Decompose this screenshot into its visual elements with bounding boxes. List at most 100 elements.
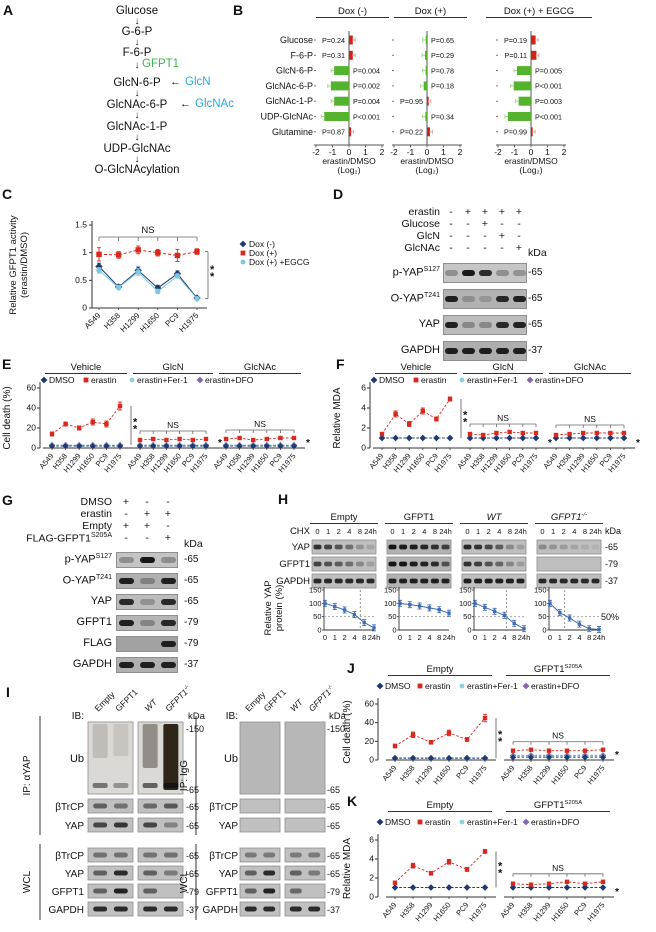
- text-shape: 50: [463, 612, 471, 621]
- condition-symbol: +: [481, 218, 489, 230]
- condition-symbol: -: [449, 206, 453, 218]
- text-shape: -150: [186, 724, 204, 734]
- text-shape: *: [210, 264, 215, 276]
- pathway-node: Glucose: [115, 5, 159, 17]
- condition-symbol: -: [145, 496, 149, 508]
- text-shape: *: [498, 729, 503, 741]
- text-shape: kDa: [329, 711, 347, 722]
- rect-shape: [587, 626, 591, 631]
- rect-shape: [93, 870, 108, 876]
- rect-shape: [564, 748, 570, 753]
- condition-label: DMSO: [80, 496, 113, 508]
- path-shape: [620, 434, 628, 442]
- condition-symbol: -: [517, 218, 521, 230]
- path-shape: [196, 376, 204, 384]
- tspan-shape: -/-: [183, 684, 191, 692]
- text-shape: -65: [605, 542, 618, 552]
- path-shape: [176, 442, 183, 450]
- text-shape: *: [498, 867, 503, 879]
- rect-shape: [163, 822, 178, 828]
- text-shape: P=0.78: [431, 66, 454, 75]
- text-shape: 4: [352, 633, 356, 642]
- text-shape: P=0.95: [400, 97, 423, 106]
- rect-shape: [143, 888, 158, 894]
- rect-shape: [417, 819, 423, 825]
- text-shape: Ub: [70, 753, 84, 765]
- text-shape: erastin: [91, 375, 117, 385]
- sup-shape: T241: [96, 574, 112, 581]
- text-shape: YAP: [292, 542, 310, 553]
- rect-shape: [163, 803, 178, 809]
- text-shape: 2: [369, 873, 374, 883]
- text-shape: GFPT1: [279, 559, 310, 570]
- rect-shape: [93, 852, 108, 858]
- text-shape: DMSO: [385, 681, 411, 691]
- rect-shape: [474, 544, 483, 550]
- tspan-shape: GFPT1: [113, 687, 140, 714]
- condition-symbol: +: [481, 206, 489, 218]
- text-shape: 50%: [601, 612, 619, 622]
- polyline-shape: [98, 266, 198, 299]
- condition-symbol: +: [122, 520, 130, 532]
- blot-strip: [116, 573, 178, 589]
- text-shape: 24h: [589, 527, 602, 536]
- rect-shape: [549, 578, 558, 584]
- circle-shape: [459, 377, 465, 383]
- rect-shape: [49, 431, 55, 437]
- rect-shape: [263, 852, 276, 858]
- rect-shape: [203, 436, 209, 442]
- rect-shape: [372, 626, 376, 630]
- text-shape: PC9: [454, 764, 470, 781]
- tspan-shape: WT: [487, 512, 503, 523]
- circle-shape: [135, 269, 141, 275]
- rect-shape: [428, 740, 434, 745]
- condition-label: Empty: [82, 520, 112, 532]
- pathway-node: GlcNAc-6-P: [106, 99, 168, 111]
- text-shape: 50: [388, 612, 396, 621]
- rect-shape: [96, 251, 102, 258]
- rect-shape: [446, 730, 452, 736]
- text-shape: -37: [327, 905, 340, 915]
- text-shape: *: [463, 410, 468, 422]
- rect-shape: [482, 849, 488, 854]
- rect-shape: [582, 748, 588, 753]
- text-shape: 1: [441, 147, 446, 157]
- rect-shape: [591, 578, 600, 584]
- blot-label: p-YAPS127: [64, 553, 112, 566]
- rect-shape: [463, 544, 472, 550]
- rect-shape: [393, 411, 398, 417]
- polyline-shape: [555, 432, 624, 436]
- path-shape: [62, 442, 69, 450]
- rect-shape: [392, 743, 398, 749]
- text-shape: erastin: [425, 681, 451, 691]
- text-shape: Glucose: [280, 35, 313, 45]
- rect-shape: [482, 715, 488, 721]
- rect-shape: [284, 901, 326, 917]
- rect-shape: [594, 430, 599, 436]
- rect-shape: [399, 578, 408, 584]
- rect-shape: [425, 50, 427, 60]
- text-shape: erastin+DFO: [205, 375, 254, 385]
- kda-value: -65: [184, 574, 199, 586]
- rect-shape: [155, 249, 161, 256]
- protein-band: [478, 295, 492, 303]
- rect-shape: [522, 626, 526, 631]
- text-shape: F-6-P: [291, 50, 314, 60]
- text-shape: Empty: [92, 689, 117, 714]
- rect-shape: [531, 50, 537, 60]
- condition-symbol: +: [143, 520, 151, 532]
- path-shape: [370, 376, 378, 384]
- text-shape: 4: [347, 527, 351, 536]
- text-shape: -65: [327, 802, 340, 812]
- rect-shape: [423, 81, 427, 91]
- text-shape: Ub: [224, 753, 238, 765]
- text-shape: GAPDH: [202, 905, 238, 916]
- circle-shape: [459, 683, 465, 689]
- text-shape: kDa: [188, 711, 206, 722]
- text-shape: 40: [365, 717, 375, 727]
- protein-band: [118, 598, 134, 606]
- rect-shape: [409, 561, 418, 567]
- condition-symbol: -: [166, 496, 170, 508]
- rect-shape: [239, 883, 281, 899]
- blot-label: GAPDH: [72, 658, 112, 670]
